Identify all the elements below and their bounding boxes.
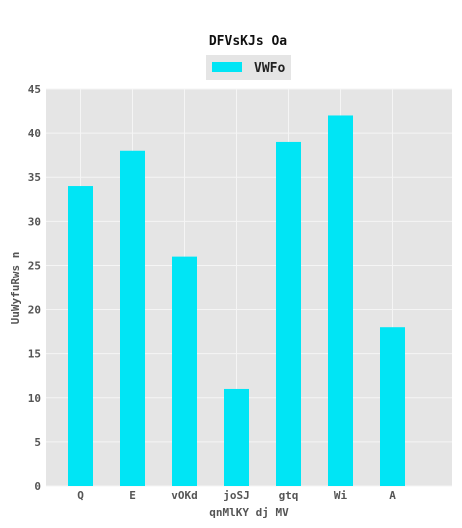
- bar: [68, 186, 93, 487]
- y-tick-label: 0: [34, 480, 41, 493]
- bar: [328, 115, 353, 486]
- y-ticks: 0 5 10 15 20 25 30 35 40 45: [28, 83, 41, 493]
- x-axis-label: qnMlKY dj MV: [209, 506, 289, 519]
- x-tick-label: gtq: [279, 489, 299, 502]
- y-tick-label: 25: [28, 259, 41, 272]
- bar: [120, 150, 145, 486]
- x-tick-label: vOKd: [171, 489, 198, 502]
- y-axis-label: UuWyfuRws n: [9, 252, 22, 325]
- y-tick-label: 30: [28, 215, 41, 228]
- bars-group: [68, 115, 405, 487]
- x-tick-label: Wi: [334, 489, 348, 502]
- y-tick-label: 15: [28, 348, 41, 361]
- legend: VWFo: [206, 55, 291, 80]
- x-tick-label: joSJ: [223, 489, 250, 502]
- x-tick-label: E: [129, 489, 136, 502]
- y-tick-label: 40: [28, 127, 41, 140]
- bar: [172, 256, 197, 486]
- y-tick-label: 45: [28, 83, 41, 96]
- legend-label: VWFo: [254, 61, 285, 76]
- x-tick-label: A: [389, 489, 396, 502]
- x-tick-label: Q: [77, 489, 84, 502]
- bar: [224, 388, 249, 486]
- legend-swatch: [212, 62, 242, 72]
- y-tick-label: 35: [28, 171, 41, 184]
- y-tick-label: 5: [34, 436, 41, 449]
- y-tick-label: 20: [28, 304, 41, 317]
- chart-title: DFVsKJs Oa: [209, 34, 287, 49]
- bar: [380, 327, 405, 486]
- y-tick-label: 10: [28, 392, 41, 405]
- bar: [276, 141, 301, 486]
